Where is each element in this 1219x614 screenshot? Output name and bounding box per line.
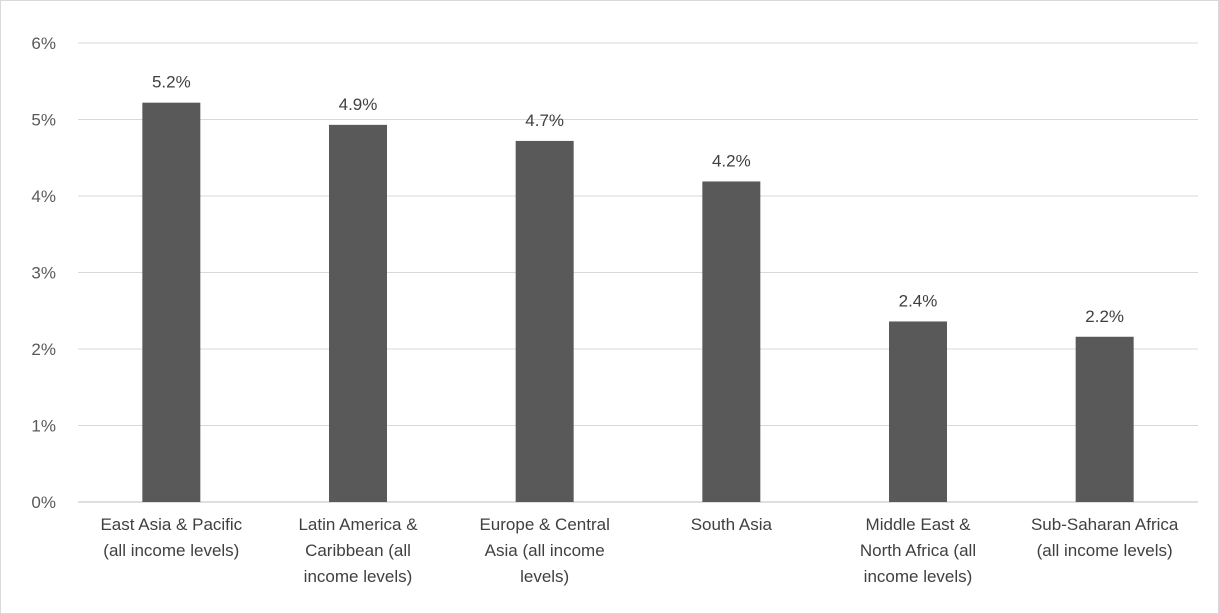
data-label: 2.4%	[899, 291, 938, 310]
bar	[515, 140, 574, 503]
gridlines	[78, 42, 1198, 503]
x-category-label: Sub-Saharan Africa (all income levels)	[1031, 515, 1179, 560]
bar	[702, 181, 761, 502]
y-axis-ticks: 0% 1% 2% 3% 4% 5% 6%	[31, 34, 56, 512]
y-tick-label: 1%	[31, 417, 56, 436]
bar	[1075, 336, 1134, 502]
y-tick-label: 3%	[31, 264, 56, 283]
x-category-label: South Asia	[691, 515, 773, 534]
y-tick-label: 5%	[31, 111, 56, 130]
bar	[142, 102, 201, 503]
y-tick-label: 6%	[31, 34, 56, 53]
x-category-label: Middle East & North Africa (all income lev…	[860, 515, 976, 586]
y-tick-label: 4%	[31, 187, 56, 206]
bars	[142, 102, 1134, 503]
y-tick-label: 0%	[31, 493, 56, 512]
data-label: 2.2%	[1085, 307, 1124, 326]
data-label: 4.9%	[339, 95, 378, 114]
x-category-label: Latin America & Caribbean (all income leve…	[298, 515, 418, 586]
data-label: 4.7%	[525, 111, 564, 130]
bar	[889, 321, 947, 502]
data-labels: 5.2% 4.9% 4.7% 4.2% 2.4% 2.2%	[152, 73, 1124, 326]
x-category-label: East Asia & Pacific (all income levels)	[100, 515, 242, 560]
data-label: 5.2%	[152, 73, 191, 92]
y-tick-label: 2%	[31, 340, 56, 359]
x-category-label: Europe & Central Asia (all income levels)	[479, 515, 609, 586]
data-label: 4.2%	[712, 151, 751, 170]
x-axis-categories: East Asia & Pacific (all income levels) La…	[100, 515, 1178, 586]
bar	[329, 124, 387, 502]
